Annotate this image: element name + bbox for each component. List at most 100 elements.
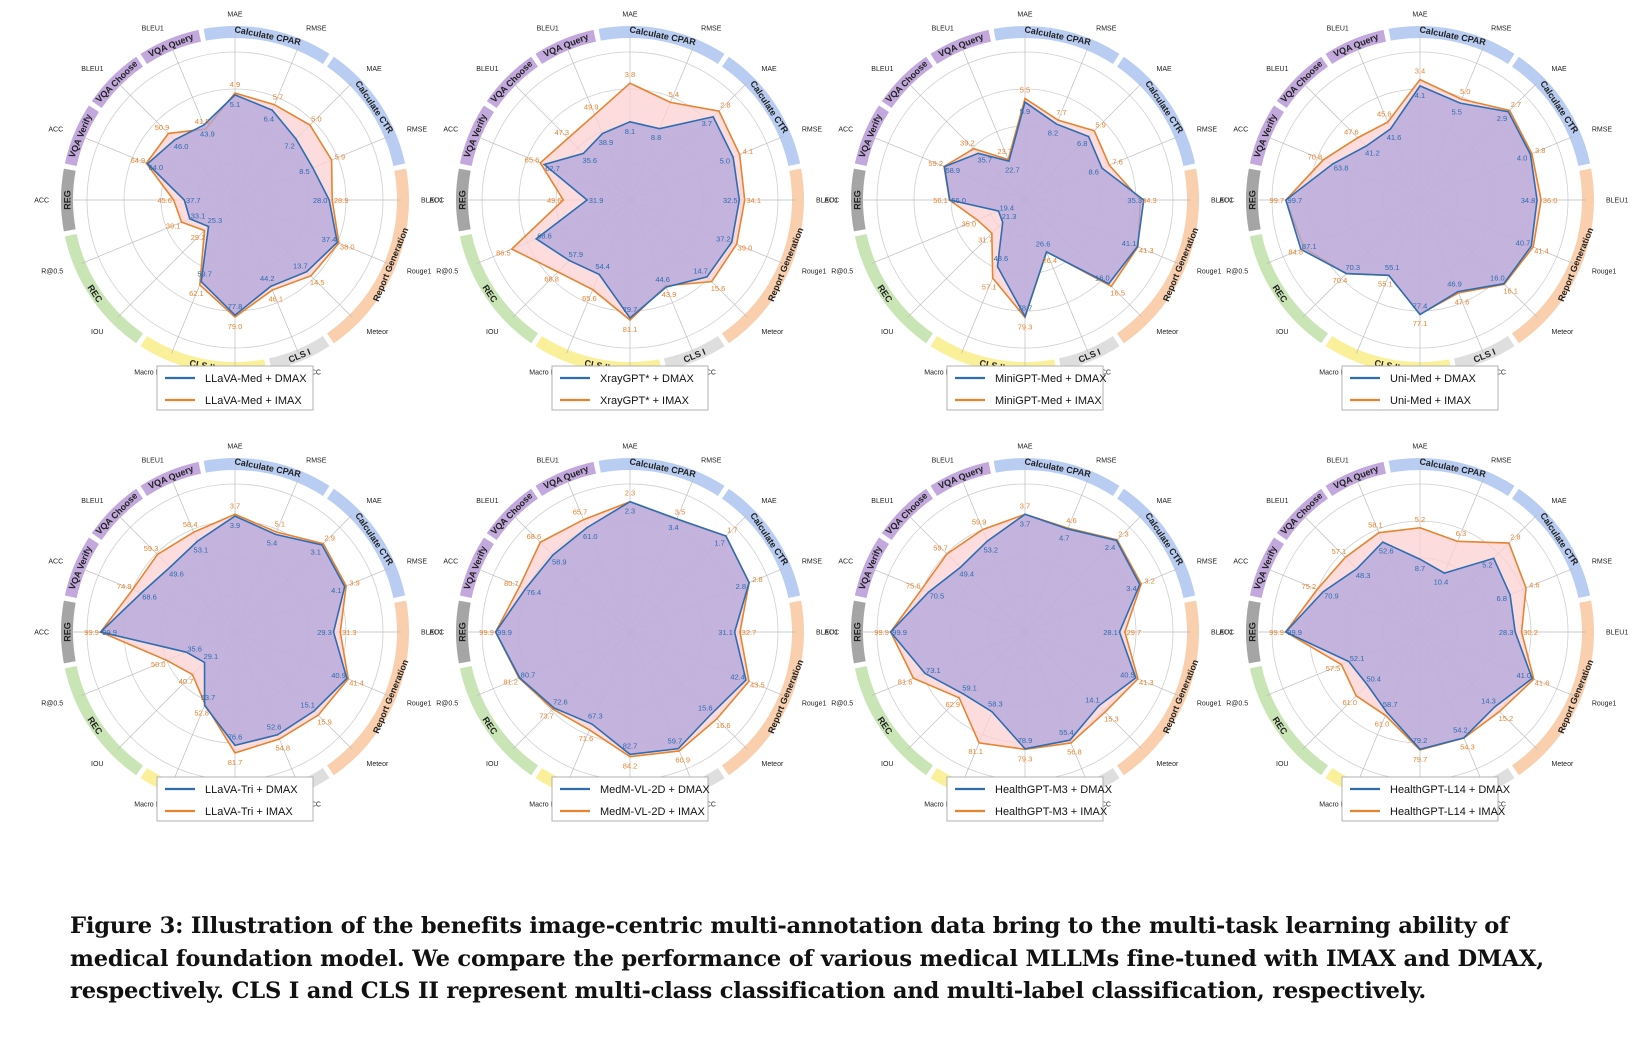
imax-value-label: 61.0 xyxy=(1375,720,1390,729)
imax-value-label: 41.4 xyxy=(1534,246,1549,255)
task-group-label: Calculate CTR xyxy=(1538,79,1580,136)
legend-box xyxy=(551,365,709,411)
task-ring-segment xyxy=(1325,29,1387,64)
imax-value-label: 5.5 xyxy=(1020,85,1030,94)
task-ring-segment xyxy=(459,665,538,776)
imax-value-label: 41.6 xyxy=(1535,679,1550,688)
task-ring-segment xyxy=(1512,600,1595,776)
axis-label: ACC xyxy=(1491,801,1506,808)
dmax-value-label: 37.7 xyxy=(186,196,201,205)
imax-value-label: 70.4 xyxy=(1333,276,1348,285)
dmax-value-label: 10.4 xyxy=(1434,577,1449,586)
dmax-value-label: 5.1 xyxy=(230,100,240,109)
dmax-value-label: 28.3 xyxy=(1499,628,1514,637)
task-ring-segment xyxy=(327,168,409,344)
dmax-value-label: 44.2 xyxy=(260,274,275,283)
axis-label: RMSE xyxy=(1197,558,1218,565)
dmax-value-label: 53.7 xyxy=(201,693,216,702)
axis-label: MAE xyxy=(1157,66,1173,73)
task-group-label: REG xyxy=(853,190,863,210)
radar-chart-6: Calculate CPAR Calculate CTR Report Genera… xyxy=(429,444,838,823)
imax-value-label: 35.0 xyxy=(962,219,977,228)
dmax-value-label: 2.8 xyxy=(736,582,746,591)
axis-label: ACC xyxy=(1096,801,1111,808)
task-group-label: VQA Query xyxy=(542,32,590,59)
dmax-value-label: 46.9 xyxy=(1447,279,1462,288)
axis-label: BLEU1 xyxy=(476,498,498,505)
task-group-label: Calculate CPAR xyxy=(1024,24,1092,47)
axis-label: Rouge1 xyxy=(407,269,432,276)
dmax-series-area xyxy=(943,100,1145,319)
axis-label: BLEU1 xyxy=(476,66,498,73)
imax-value-label: 81.7 xyxy=(228,758,243,767)
axis-label: ACC xyxy=(1096,369,1111,376)
dmax-value-label: 49.6 xyxy=(169,569,184,578)
dmax-series-area xyxy=(1284,541,1534,751)
imax-value-label: 60.9 xyxy=(675,755,690,764)
axis-label: Rouge1 xyxy=(1592,701,1617,708)
imax-value-label: 5.9 xyxy=(1095,120,1105,129)
dmax-value-label: 54.2 xyxy=(1453,726,1468,735)
axis-label: RMSE xyxy=(407,558,428,565)
axis-label: ACC xyxy=(701,369,716,376)
dmax-value-label: 28.0 xyxy=(313,196,328,205)
axis-label: RMSE xyxy=(1491,458,1512,465)
imax-value-label: 36.0 xyxy=(1543,196,1558,205)
imax-value-label: 58.1 xyxy=(1368,520,1383,529)
task-group-label: Report Generation xyxy=(1161,658,1200,735)
imax-value-label: 31.3 xyxy=(342,628,357,637)
imax-value-label: 38.0 xyxy=(340,242,355,251)
imax-value-label: 64.9 xyxy=(131,156,146,165)
axis-label: IOU xyxy=(486,329,498,336)
dmax-value-label: 26.6 xyxy=(1036,240,1051,249)
axis-label: MAE xyxy=(1017,12,1033,19)
axis-label: Rouge1 xyxy=(1592,269,1617,276)
dmax-value-label: 4.0 xyxy=(1517,154,1527,163)
imax-value-label: 2.7 xyxy=(1511,100,1521,109)
axis-label: Macro F1 xyxy=(924,801,954,808)
axis-label: ACC xyxy=(34,630,49,637)
task-group-label: Report Generation xyxy=(766,658,805,735)
imax-value-label: 77.1 xyxy=(1413,319,1428,328)
imax-value-label: 73.7 xyxy=(539,711,554,720)
axis-label: R@0.5 xyxy=(436,269,458,276)
imax-value-label: 3.9 xyxy=(349,579,359,588)
imax-value-label: 56.8 xyxy=(1067,747,1082,756)
task-group-label: Calculate CPAR xyxy=(1419,456,1487,479)
task-group-label: REG xyxy=(1248,622,1258,642)
dmax-value-label: 55.1 xyxy=(1385,263,1400,272)
imax-value-label: 55.1 xyxy=(1378,280,1393,289)
dmax-series-area xyxy=(534,115,741,320)
dmax-value-label: 31.9 xyxy=(589,196,604,205)
task-ring-segment xyxy=(1117,488,1196,599)
dmax-value-label: 31.1 xyxy=(718,628,733,637)
axis-label: Macro F1 xyxy=(529,801,559,808)
imax-value-label: 99.9 xyxy=(874,628,889,637)
imax-value-label: 80.7 xyxy=(504,579,519,588)
dmax-value-label: 76.6 xyxy=(228,732,243,741)
dmax-value-label: 53.2 xyxy=(983,545,998,554)
task-group-label: VQA Verify xyxy=(462,545,489,591)
axis-label: ACC xyxy=(1491,369,1506,376)
axis-label: BLEU1 xyxy=(1266,66,1288,73)
axis-label: Meteor xyxy=(367,761,389,768)
imax-value-label: 39.2 xyxy=(960,138,975,147)
task-ring-segment xyxy=(1512,488,1591,599)
dmax-value-label: 37.2 xyxy=(716,235,731,244)
axis-label: BLEU1 xyxy=(1211,630,1233,637)
axis-label: BLEU1 xyxy=(421,630,443,637)
dmax-value-label: 59.1 xyxy=(962,683,977,692)
axis-label: R@0.5 xyxy=(436,701,458,708)
task-ring-segment xyxy=(1245,600,1261,664)
task-ring-segment xyxy=(459,105,494,167)
dmax-value-label: 79.2 xyxy=(1413,736,1428,745)
dmax-value-label: 59.7 xyxy=(668,736,683,745)
task-group-label: VQA Query xyxy=(542,464,590,491)
imax-value-label: 81.6 xyxy=(898,678,913,687)
dmax-value-label: 43.9 xyxy=(200,129,215,138)
imax-value-label: 6.3 xyxy=(1456,529,1466,538)
axis-label: Macro F1 xyxy=(1319,369,1349,376)
legend-box xyxy=(946,776,1104,822)
legend-dmax-label: MedM-VL-2D + DMAX xyxy=(600,784,710,796)
imax-value-label: 54.3 xyxy=(1460,742,1475,751)
